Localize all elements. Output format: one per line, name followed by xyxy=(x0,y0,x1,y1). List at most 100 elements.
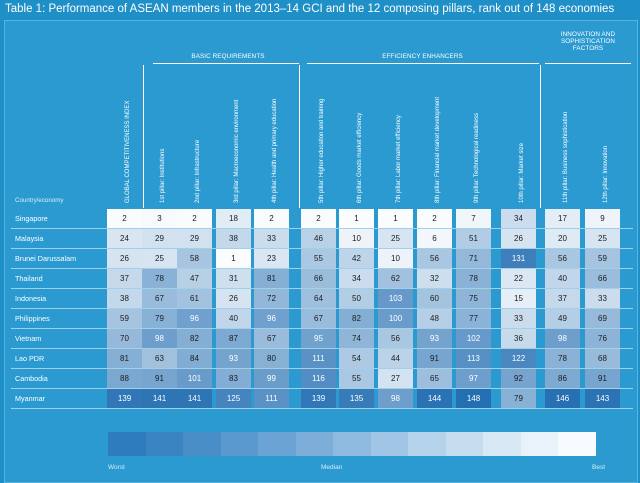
rank-cell: 99 xyxy=(254,369,289,388)
rank-cell: 1 xyxy=(378,209,413,228)
rank-cell: 32 xyxy=(417,269,452,288)
rank-cell: 62 xyxy=(378,269,413,288)
country-name: Vietnam xyxy=(15,334,42,343)
rank-cell: 135 xyxy=(339,389,374,408)
rank-cell: 87 xyxy=(216,329,251,348)
legend-swatch xyxy=(558,432,596,456)
separator-efficiency xyxy=(540,65,542,208)
legend-swatch xyxy=(445,432,483,456)
legend-swatch xyxy=(333,432,371,456)
column-header: 9th pillar: Technological readiness xyxy=(468,48,480,208)
rank-cell: 82 xyxy=(177,329,212,348)
rank-cell: 48 xyxy=(417,309,452,328)
country-name: Indonesia xyxy=(15,294,47,303)
rank-cell: 40 xyxy=(545,269,580,288)
rank-cell: 70 xyxy=(107,329,142,348)
group-innovation-underline xyxy=(545,63,631,64)
rank-cell: 100 xyxy=(378,309,413,328)
rank-cell: 139 xyxy=(301,389,336,408)
row-divider xyxy=(11,408,633,409)
rank-cell: 37 xyxy=(107,269,142,288)
rank-cell: 33 xyxy=(501,309,536,328)
row-divider xyxy=(11,368,633,369)
rank-cell: 3 xyxy=(142,209,177,228)
rank-cell: 44 xyxy=(378,349,413,368)
rank-cell: 55 xyxy=(339,369,374,388)
column-header: 3rd pillar: Macroeconomic environment xyxy=(228,48,240,208)
rank-cell: 6 xyxy=(417,229,452,248)
column-header-label: 12th pillar: Innovation xyxy=(603,145,609,203)
rank-cell: 18 xyxy=(216,209,251,228)
group-innovation-line3: FACTORS xyxy=(572,45,604,52)
row-divider xyxy=(11,268,633,269)
rank-cell: 102 xyxy=(456,329,491,348)
rank-cell: 42 xyxy=(339,249,374,268)
rank-cell: 2 xyxy=(301,209,336,228)
legend-swatch xyxy=(145,432,183,456)
rank-cell: 71 xyxy=(456,249,491,268)
rank-cell: 113 xyxy=(456,349,491,368)
rank-cell: 7 xyxy=(456,209,491,228)
rank-cell: 54 xyxy=(339,349,374,368)
group-basic-requirements: BASIC REQUIREMENTS xyxy=(191,53,265,60)
rank-cell: 1 xyxy=(216,249,251,268)
country-name: Philippines xyxy=(15,314,50,323)
rank-cell: 67 xyxy=(301,309,336,328)
rank-cell: 93 xyxy=(417,329,452,348)
rank-cell: 47 xyxy=(177,269,212,288)
rank-cell: 59 xyxy=(107,309,142,328)
rank-cell: 49 xyxy=(545,309,580,328)
rank-cell: 36 xyxy=(501,329,536,348)
rank-cell: 58 xyxy=(177,249,212,268)
rank-cell: 29 xyxy=(177,229,212,248)
rank-cell: 26 xyxy=(216,289,251,308)
rank-cell: 51 xyxy=(456,229,491,248)
rank-cell: 141 xyxy=(142,389,177,408)
separator-basic xyxy=(299,65,301,208)
rank-cell: 64 xyxy=(301,289,336,308)
group-innovation-line2: SOPHISTICATION xyxy=(560,38,616,45)
rank-cell: 116 xyxy=(301,369,336,388)
rank-cell: 125 xyxy=(216,389,251,408)
rank-cell: 25 xyxy=(378,229,413,248)
rank-cell: 66 xyxy=(585,269,620,288)
rank-cell: 65 xyxy=(417,369,452,388)
table-row: Lao PDR 81 63 84 93 80 111 54 44 91 113 122 78 68 xyxy=(5,349,637,368)
country-name: Singapore xyxy=(15,214,48,223)
column-header: GLOBAL COMPETITIVENESS INDEX xyxy=(119,48,131,208)
rank-cell: 1 xyxy=(339,209,374,228)
rank-cell: 38 xyxy=(216,229,251,248)
rank-cell: 38 xyxy=(107,289,142,308)
country-name: Malaysia xyxy=(15,234,44,243)
table-panel: BASIC REQUIREMENTS EFFICIENCY ENHANCERS … xyxy=(4,20,638,483)
legend-swatch xyxy=(520,432,558,456)
rank-cell: 2 xyxy=(107,209,142,228)
rank-cell: 146 xyxy=(545,389,580,408)
country-name: Thailand xyxy=(15,274,43,283)
column-header-label: 6th pillar: Goods market efficiency xyxy=(357,112,363,203)
country-name: Myanmar xyxy=(15,394,45,403)
row-divider xyxy=(11,348,633,349)
rank-cell: 69 xyxy=(585,309,620,328)
rank-cell: 10 xyxy=(339,229,374,248)
rank-cell: 2 xyxy=(177,209,212,228)
rank-cell: 139 xyxy=(107,389,142,408)
column-header: 5th pillar: Higher education and trainin… xyxy=(313,48,325,208)
column-header-label: 5th pillar: Higher education and trainin… xyxy=(319,98,325,203)
legend-swatch xyxy=(295,432,333,456)
column-header-label: 2nd pillar: Infrastructure xyxy=(195,139,201,203)
rank-cell: 84 xyxy=(177,349,212,368)
legend-median-label: Median xyxy=(321,464,343,471)
table-row: Myanmar 139 141 141 125 111 139 135 98 144 148 79 14… xyxy=(5,389,637,408)
rank-cell: 96 xyxy=(254,309,289,328)
rank-cell: 96 xyxy=(177,309,212,328)
table-row: Vietnam 70 98 82 87 67 95 74 56 93 102 36 98 76 xyxy=(5,329,637,348)
rank-cell: 97 xyxy=(456,369,491,388)
rank-cell: 82 xyxy=(339,309,374,328)
rank-cell: 81 xyxy=(107,349,142,368)
column-header-label: 4th pillar: Health and primary education xyxy=(272,98,278,203)
table-row: Malaysia 24 29 29 38 33 46 10 25 6 51 26 20 25 xyxy=(5,229,637,248)
rank-cell: 24 xyxy=(107,229,142,248)
country-name: Cambodia xyxy=(15,374,48,383)
rank-cell: 26 xyxy=(501,229,536,248)
